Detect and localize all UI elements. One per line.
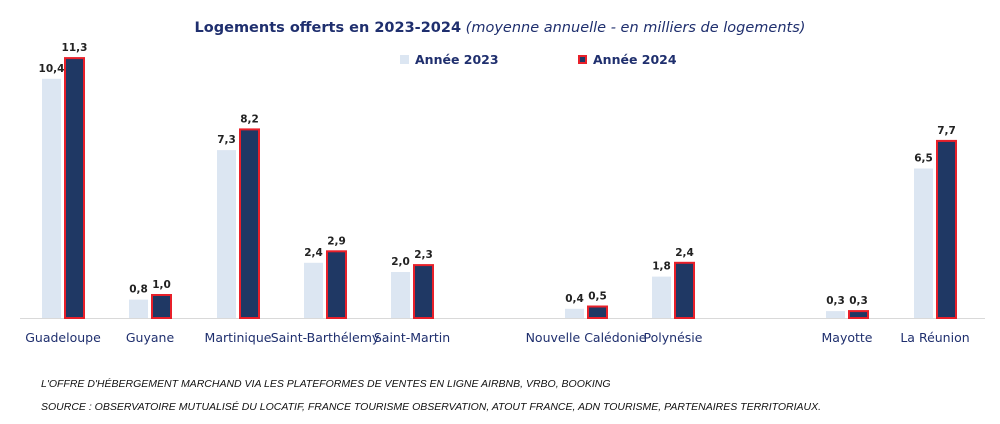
bar-2023-8 <box>914 168 933 318</box>
data-label-2024-1: 1,0 <box>152 279 171 291</box>
bar-2023-1 <box>129 299 148 318</box>
data-label-2024-5: 0,5 <box>588 291 607 303</box>
category-label-8: La Réunion <box>900 330 969 345</box>
category-label-7: Mayotte <box>822 330 873 345</box>
legend-label-2024: Année 2024 <box>593 52 677 67</box>
legend-item-2023: Année 2023 <box>400 52 499 67</box>
category-label-4: Saint-Martin <box>374 330 450 345</box>
data-label-2023-6: 1,8 <box>652 261 671 273</box>
chart-title-line: Logements offerts en 2023-2024 (moyenne … <box>0 20 1000 36</box>
bar-2024-0 <box>64 57 85 319</box>
bar-chart: 10,4 11,3 Guadeloupe 0,8 1,0 Guyane 7,3 8,2 Mart… <box>20 42 985 345</box>
data-label-2023-5: 0,4 <box>565 293 584 305</box>
data-label-2023-3: 2,4 <box>304 247 323 259</box>
bar-2023-0 <box>42 78 61 318</box>
bar-2023-5 <box>565 308 584 318</box>
bar-2024-8 <box>936 139 957 319</box>
data-label-2024-3: 2,9 <box>327 235 346 247</box>
legend-swatch-2024 <box>578 55 587 64</box>
bar-2024-6 <box>674 261 695 319</box>
chart-subtitle: (moyenne annuelle - en milliers de logem… <box>465 20 806 36</box>
bar-2024-4 <box>413 264 434 320</box>
bar-2024-2 <box>239 128 260 319</box>
legend-label-2023: Année 2023 <box>415 52 499 67</box>
data-label-2023-2: 7,3 <box>217 134 236 146</box>
bar-2024-3 <box>326 250 347 319</box>
data-label-2024-4: 2,3 <box>414 249 433 261</box>
data-label-2023-1: 0,8 <box>129 284 148 296</box>
category-label-6: Polynésie <box>644 330 703 345</box>
data-label-2024-2: 8,2 <box>240 113 259 125</box>
data-label-2023-7: 0,3 <box>826 295 845 307</box>
bar-2023-6 <box>652 276 671 318</box>
bar-2023-4 <box>391 272 410 318</box>
bar-2023-7 <box>826 311 845 318</box>
data-label-2023-0: 10,4 <box>39 63 65 75</box>
bar-2023-3 <box>304 262 323 318</box>
data-label-2024-7: 0,3 <box>849 295 868 307</box>
legend-item-2024: Année 2024 <box>578 52 677 67</box>
footnote-description: L'OFFRE D'HÉBERGEMENT MARCHAND VIA LES P… <box>41 378 611 390</box>
category-label-0: Guadeloupe <box>25 330 101 345</box>
category-label-5: Nouvelle Calédonie <box>526 330 647 345</box>
data-label-2023-4: 2,0 <box>391 256 410 268</box>
bar-2023-2 <box>217 150 236 318</box>
category-label-3: Saint-Barthélemy <box>271 330 380 345</box>
bar-2024-7 <box>848 310 869 320</box>
data-label-2023-8: 6,5 <box>914 153 933 165</box>
data-label-2024-0: 11,3 <box>62 42 88 54</box>
legend-swatch-2023 <box>400 55 409 64</box>
data-label-2024-6: 2,4 <box>675 247 694 259</box>
chart-title: Logements offerts en 2023-2024 <box>194 20 462 36</box>
data-label-2024-8: 7,7 <box>937 125 956 137</box>
footnote-source: SOURCE : OBSERVATOIRE MUTUALISÉ DU LOCAT… <box>41 401 822 413</box>
category-label-1: Guyane <box>126 330 175 345</box>
bar-2024-1 <box>151 294 172 319</box>
bar-2024-5 <box>587 305 608 319</box>
category-label-2: Martinique <box>205 330 272 345</box>
